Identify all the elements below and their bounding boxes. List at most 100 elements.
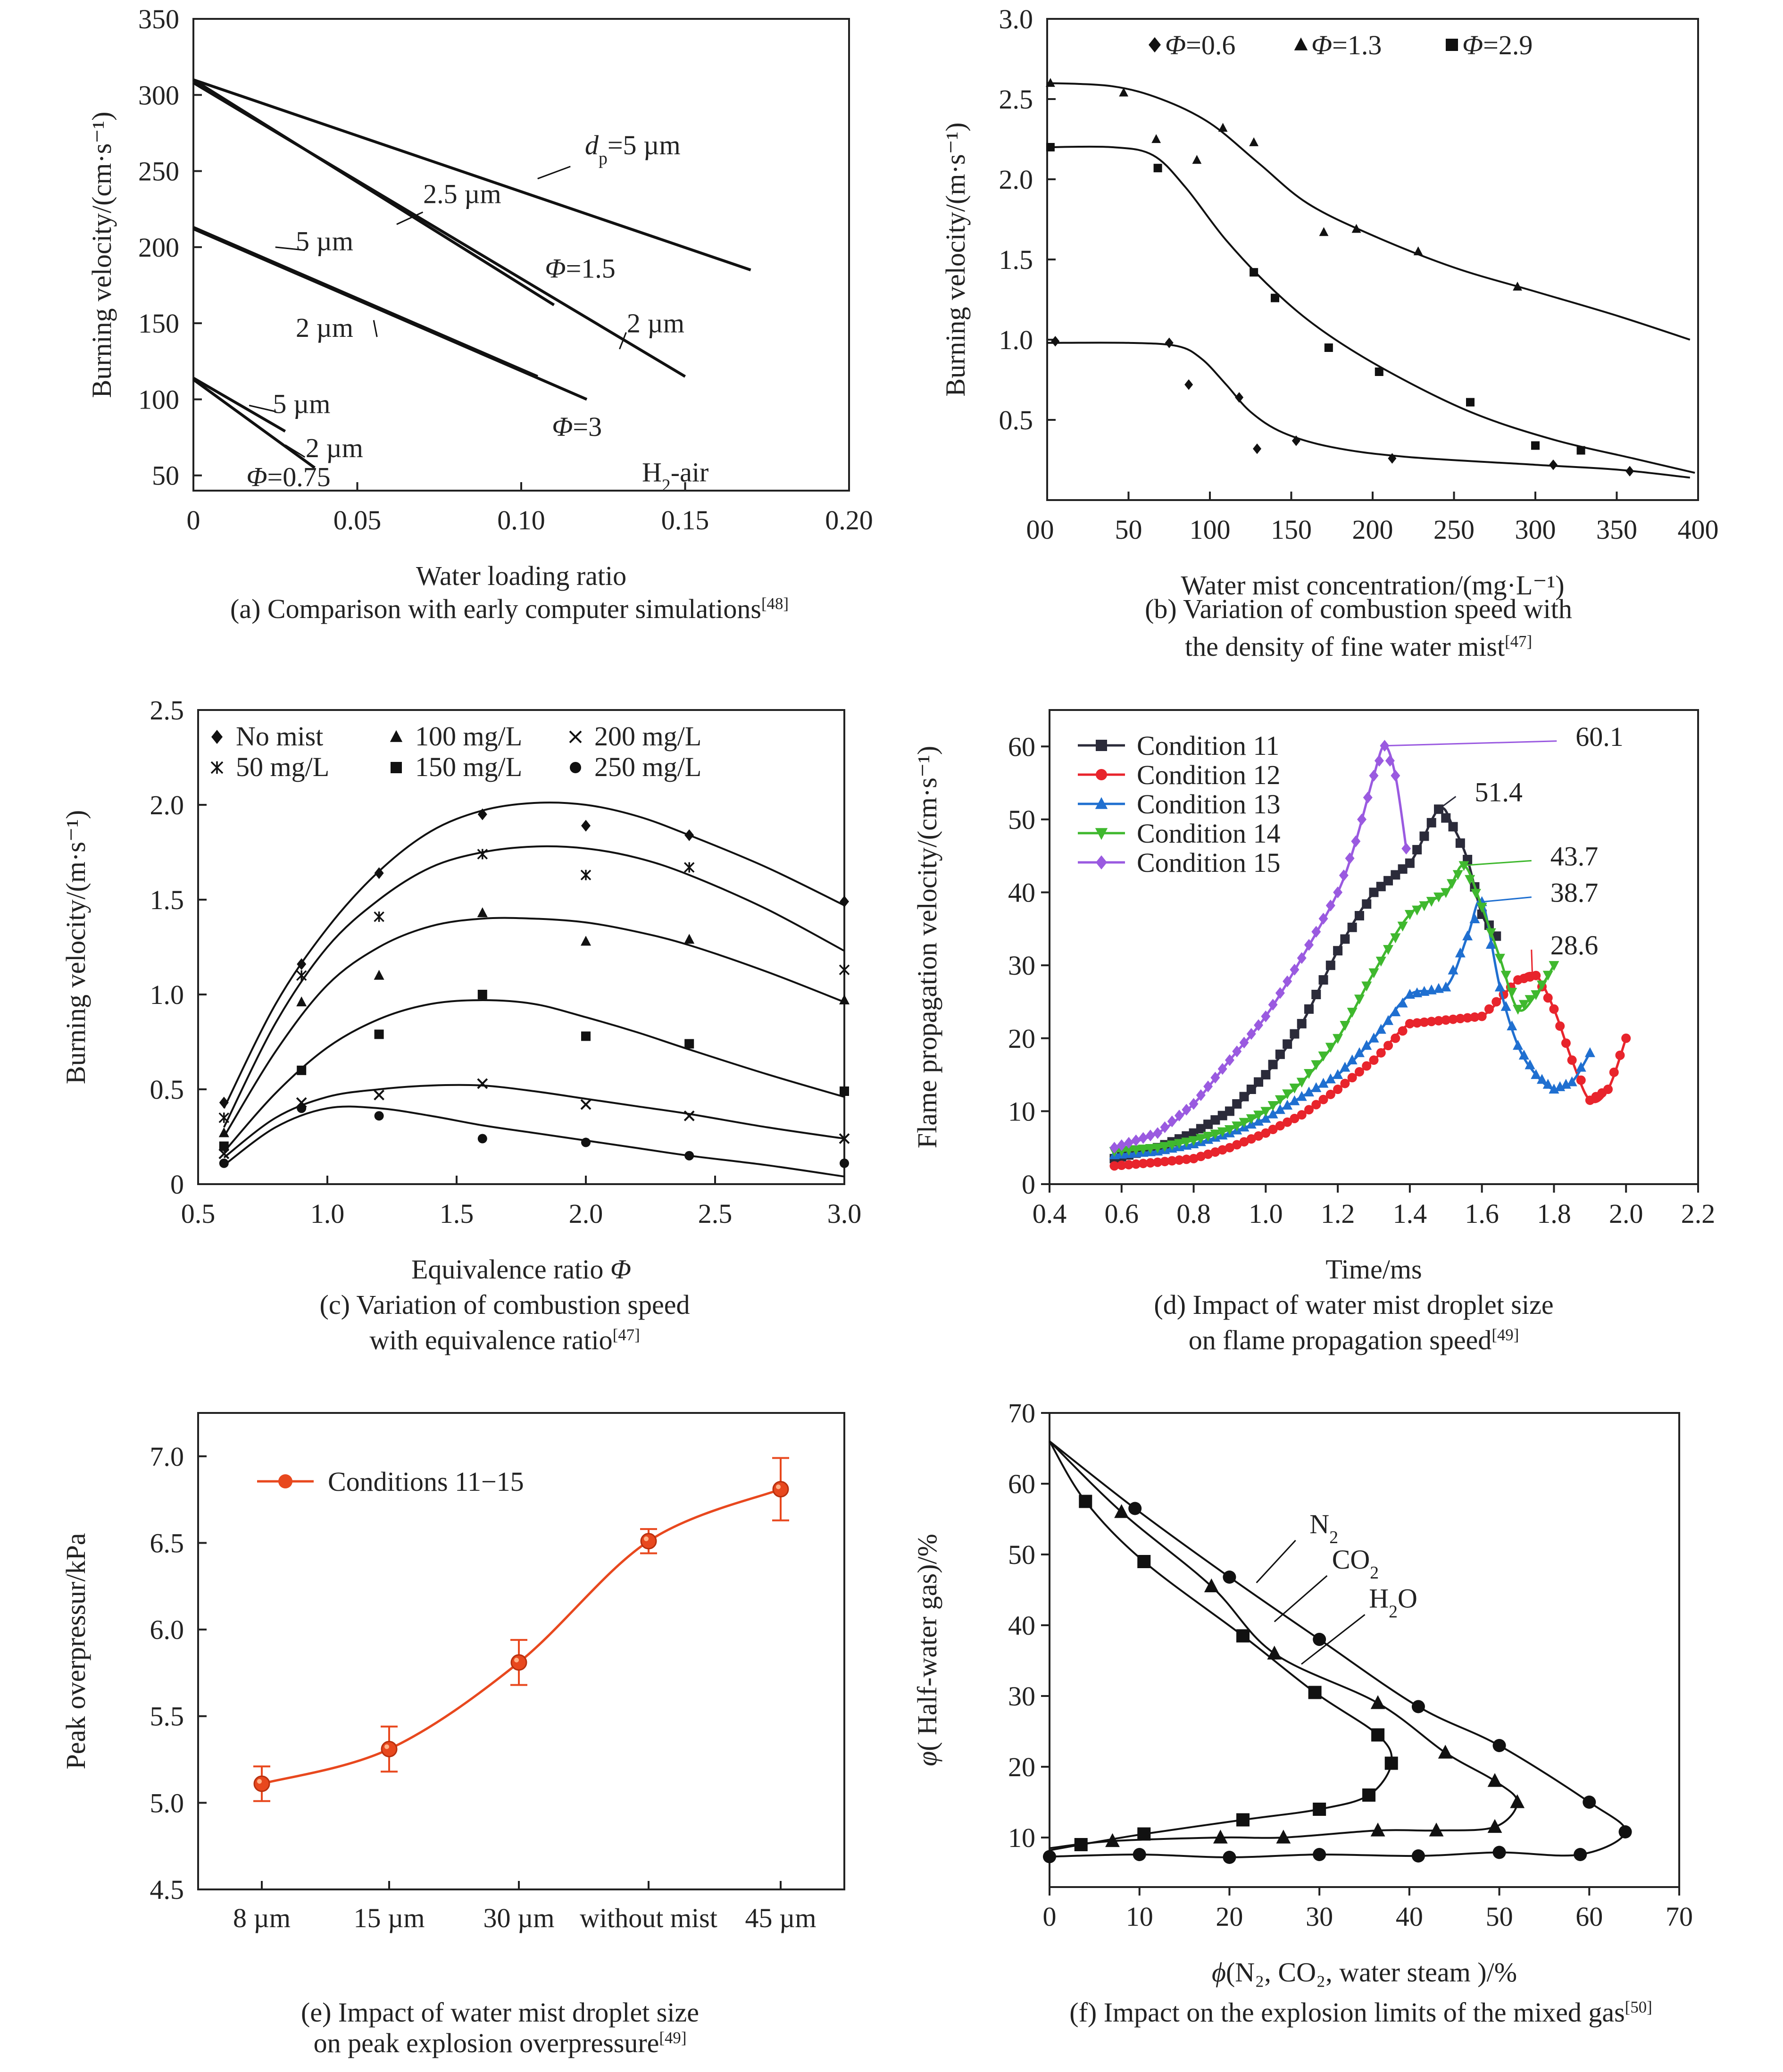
y-axis-label: Flame propagation velocity/(cm·s⁻¹) — [912, 746, 942, 1148]
data-point-d — [1542, 970, 1553, 981]
x-axis-title-d: Time/ms — [1325, 1254, 1422, 1285]
data-point-d — [1426, 1017, 1436, 1027]
data-point-b — [1165, 337, 1174, 349]
x-tick-label-f: 60 — [1575, 1901, 1603, 1932]
data-point-c — [477, 808, 487, 820]
annotation-tail: =5 µm — [608, 130, 681, 160]
data-point-d — [1203, 1149, 1213, 1159]
data-point-d — [1419, 831, 1429, 841]
data-point-f — [1370, 1695, 1385, 1709]
legend-marker-c — [210, 761, 224, 774]
data-point-b — [1319, 227, 1329, 236]
data-point-d — [1268, 1060, 1278, 1069]
legend-marker-d — [1095, 797, 1108, 809]
x-tick-label-c: 2.0 — [569, 1198, 603, 1229]
fit-curve-f-2 — [1049, 1440, 1393, 1851]
data-point-d — [1507, 1020, 1517, 1030]
fit-curve-c-5 — [223, 1105, 845, 1178]
data-point-d — [1500, 1001, 1511, 1011]
data-point-d — [1203, 1120, 1213, 1129]
data-point-d — [1340, 1061, 1350, 1072]
data-point-e — [381, 1741, 398, 1758]
data-point-c — [840, 1086, 849, 1096]
data-point-d — [1536, 980, 1547, 991]
data-point-d — [1196, 1124, 1206, 1134]
data-point-d — [1405, 858, 1415, 868]
x-tick-label-b: 300 — [1515, 514, 1556, 545]
data-point-d — [1455, 1014, 1465, 1024]
data-point-d — [1531, 1069, 1541, 1079]
data-point-d — [1375, 956, 1386, 967]
data-point-f — [1128, 1502, 1142, 1515]
x-tick-label-c: 3.0 — [827, 1198, 862, 1229]
data-point-f — [1267, 1646, 1282, 1660]
y-axis-title-c: Burning velocity/(m·s⁻¹) — [60, 810, 91, 1084]
plot-frame-f — [1049, 1412, 1680, 1888]
legend-symbol: Φ — [1462, 30, 1483, 60]
data-point-d — [1131, 1159, 1141, 1169]
y-axis-title-a: Burning velocity/(cm·s⁻¹) — [86, 112, 117, 398]
y-tick-label-d: 30 — [1008, 950, 1035, 981]
data-point-d — [1609, 1067, 1619, 1077]
y-tick-label-e: 5.5 — [150, 1701, 184, 1732]
data-point-d — [1304, 1004, 1314, 1014]
data-point-d — [1254, 1131, 1264, 1141]
annotation-tail: =0.75 — [267, 461, 331, 492]
data-point-b — [1413, 246, 1423, 256]
data-point-highlight-e — [644, 1536, 649, 1541]
caption-text: (d) Impact of water mist droplet size — [1154, 1289, 1553, 1320]
series-line-a-6 — [192, 378, 316, 469]
data-point-d — [1296, 1091, 1307, 1101]
data-point-d — [1109, 1161, 1119, 1171]
data-point-d — [1390, 1006, 1401, 1017]
data-point-b — [1351, 224, 1361, 233]
gas-label-sub: 2 — [1370, 1563, 1379, 1583]
legend-label-d: Condition 12 — [1137, 760, 1281, 790]
y-tick-label-a: 200 — [138, 232, 179, 263]
series-line-e — [261, 1488, 781, 1785]
data-point-f — [1438, 1745, 1453, 1759]
data-point-f — [1492, 1739, 1506, 1752]
data-point-d — [1455, 947, 1466, 958]
data-point-c — [219, 1096, 229, 1109]
x-tick-label-b: 250 — [1433, 514, 1475, 545]
data-point-b — [1250, 268, 1258, 277]
data-point-d — [1518, 1000, 1529, 1010]
data-point-c — [580, 869, 592, 880]
x-tick-label-d: 0.8 — [1176, 1198, 1211, 1229]
data-point-d — [1145, 1129, 1155, 1142]
gas-label-sub: 2 — [1389, 1602, 1398, 1622]
data-point-f — [1204, 1578, 1219, 1593]
y-axis-title-d: Flame propagation velocity/(cm·s⁻¹) — [912, 746, 942, 1148]
series-line-a-4 — [192, 227, 588, 401]
data-point-d — [1318, 1078, 1329, 1088]
data-point-c — [219, 1141, 229, 1151]
data-point-d — [1354, 1047, 1365, 1057]
annotation-main: 2 µm — [627, 308, 684, 339]
annotation-sub: 2 — [662, 476, 671, 496]
data-point-f — [1429, 1822, 1444, 1837]
annotation-a-6: Φ=3 — [552, 411, 602, 442]
data-point-d — [1124, 1136, 1134, 1149]
data-point-d — [1513, 1040, 1524, 1050]
data-point-d — [1225, 1054, 1234, 1066]
data-point-d — [1260, 1107, 1271, 1117]
data-point-b — [1291, 435, 1300, 446]
data-point-d — [1311, 1082, 1322, 1092]
data-point-d — [1210, 1115, 1220, 1125]
data-point-d — [1195, 1134, 1206, 1144]
data-point-d — [1383, 876, 1393, 886]
data-point-d — [1275, 987, 1285, 999]
annotation-tail: -air — [671, 457, 709, 488]
caption-ref: [48] — [761, 594, 789, 613]
x-category-label-e: 30 µm — [483, 1903, 554, 1933]
x-tick-label-b: 0 — [1041, 514, 1054, 545]
data-point-d — [1253, 1116, 1264, 1126]
series-line-a-0 — [193, 78, 751, 272]
data-point-b — [1549, 459, 1558, 470]
data-point-d — [1239, 1137, 1249, 1147]
legend-label-b: Φ=0.6 — [1165, 30, 1235, 60]
data-point-d — [1485, 928, 1496, 938]
x-tick-label-d: 1.2 — [1321, 1198, 1355, 1229]
data-point-d — [1398, 864, 1408, 874]
